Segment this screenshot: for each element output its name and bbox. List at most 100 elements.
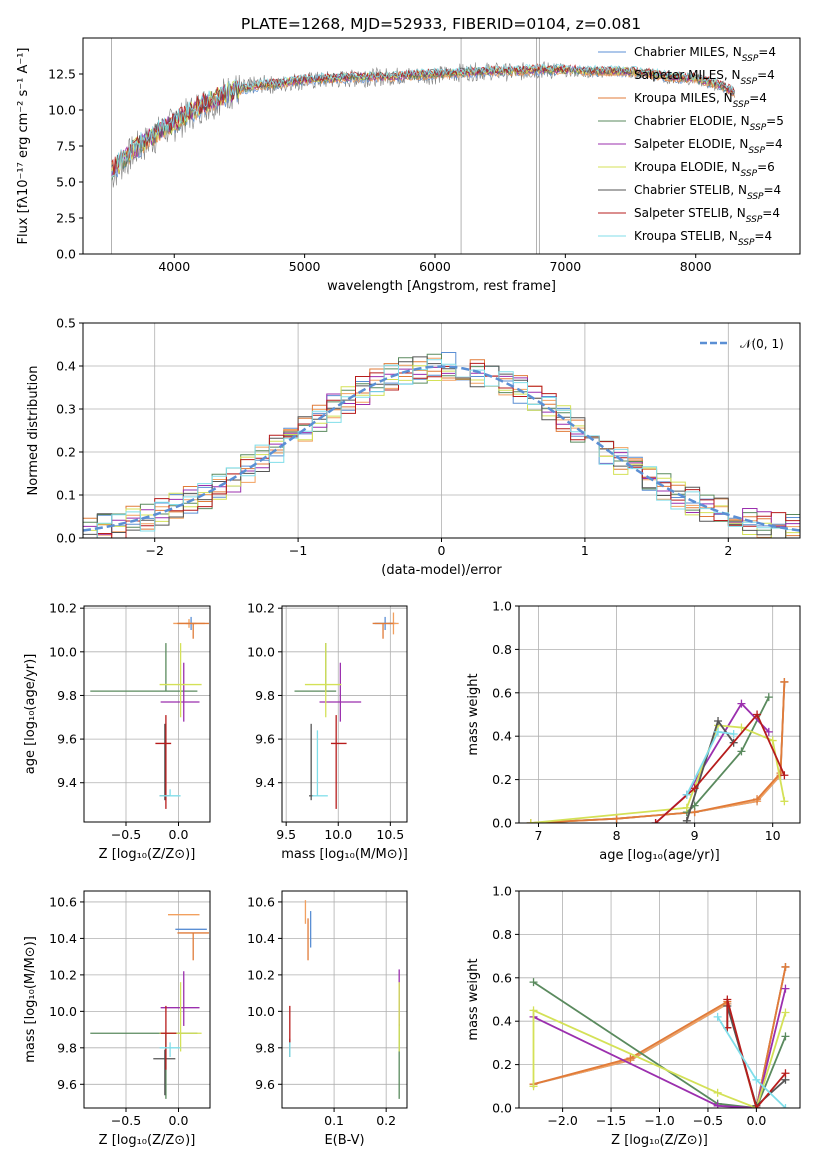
legend-label: Salpeter ELODIE, NSSP=4 (634, 137, 783, 156)
y-tick-label: 1.0 (492, 884, 512, 899)
weight-marker-5 (682, 803, 691, 812)
weight-line-7 (655, 712, 786, 823)
age-vs-metallicity-panel: −0.5 0.0 9.4 9.6 9.8 10.0 10.2 Z [log₁₀(Z/Z⊙)] a… (23, 601, 211, 862)
y-tick-label: 10.2 (247, 601, 275, 616)
age-vs-mass-panel: 9.5 10.0 10.5 9.4 9.6 9.8 10.0 10.2 mass [log₁₀(… (247, 601, 408, 862)
weight-marker-3 (781, 1032, 790, 1041)
model-spectrum-5 (111, 65, 735, 176)
weight-marker-8 (781, 1104, 790, 1108)
model-spectrum-8 (111, 62, 736, 178)
x-tick-label: 5000 (289, 259, 321, 274)
y-tick-label: 0.0 (492, 816, 512, 831)
x-tick-label: 0.1 (324, 1113, 344, 1128)
y-tick-label: 9.4 (57, 775, 77, 790)
weight-marker-5 (529, 1082, 538, 1091)
y-tick-label: 12.5 (48, 67, 76, 82)
plot-area (83, 352, 800, 538)
y-tick-label: 0.0 (56, 531, 76, 546)
legend-label: Chabrier STELIB, NSSP=4 (634, 183, 781, 202)
y-tick-label: 9.6 (57, 732, 77, 747)
mass-vs-metallicity-panel: −0.5 0.0 9.6 9.8 10.0 10.2 10.4 10.6 Z [log₁₀(Z/… (23, 890, 211, 1148)
x-tick-label: 6000 (419, 259, 451, 274)
legend-label: Chabrier MILES, NSSP=4 (634, 45, 776, 64)
x-tick-label: 9 (691, 828, 699, 843)
legend-label: Chabrier ELODIE, NSSP=5 (634, 114, 784, 133)
gridlines (282, 891, 407, 1108)
weight-marker-5 (768, 736, 777, 745)
x-tick-label: −2 (145, 543, 163, 558)
x-tick-label: −0.5 (111, 1113, 141, 1128)
y-tick-label: 10.2 (49, 601, 77, 616)
weight-marker-8 (752, 1075, 761, 1084)
y-tick-label: 0.8 (492, 927, 512, 942)
weight-marker-3 (764, 693, 773, 702)
residuals-legend: 𝒩(0, 1) (700, 337, 784, 351)
residuals-panel: −2 −1 0 1 2 0.0 0.1 0.2 0.3 0.4 0.5 (data-model)/er… (26, 316, 801, 578)
x-axis-label: Z [log₁₀(Z/Z⊙)] (611, 1133, 708, 1148)
y-tick-label: 10.4 (247, 931, 275, 946)
weight-marker-7 (753, 710, 762, 719)
weight-line-7 (726, 999, 787, 1108)
axes-frame (518, 605, 801, 824)
weight-marker-5 (713, 1088, 722, 1097)
weight-line-2 (530, 681, 786, 823)
weight-marker-5 (529, 1006, 538, 1015)
mass-vs-extinction-panel: 0.1 0.2 9.6 9.8 10.0 10.2 10.4 10.6 E(B-V) (247, 890, 408, 1148)
axes-frame (83, 605, 211, 823)
x-axis-label: age [log₁₀(age/yr)] (599, 848, 720, 863)
plot-area (294, 612, 399, 809)
y-tick-label: 9.6 (57, 1077, 77, 1092)
weight-marker-7 (651, 819, 660, 823)
legend-label: Salpeter STELIB, NSSP=4 (634, 206, 780, 225)
y-tick-label: 9.4 (255, 775, 275, 790)
x-tick-label: 9.5 (276, 827, 296, 842)
y-tick-label: 1.0 (492, 599, 512, 614)
model-spectrum-7 (111, 63, 736, 176)
axes-frame (281, 605, 408, 823)
plot-area (526, 677, 789, 823)
weight-marker-8 (729, 730, 738, 739)
y-tick-label: 9.8 (255, 1040, 275, 1055)
weight-marker-7 (781, 1069, 790, 1078)
gridlines (282, 606, 407, 822)
y-tick-label: 10.0 (48, 103, 76, 118)
x-tick-label: 2 (724, 543, 732, 558)
x-tick-label: 10 (765, 828, 781, 843)
y-tick-label: 0.4 (492, 1014, 512, 1029)
weight-marker-7 (723, 995, 732, 1004)
y-tick-label: 10.6 (49, 894, 77, 909)
x-tick-label: −1 (289, 543, 307, 558)
y-axis-label: Flux [fλ10⁻¹⁷ erg cm⁻² s⁻¹ A⁻¹] (16, 48, 31, 245)
x-axis-label: mass [log₁₀(M/M⊙)] (281, 847, 408, 862)
x-axis-label: Z [log₁₀(Z/Z⊙)] (99, 847, 196, 862)
x-axis-label: (data-model)/error (381, 563, 502, 578)
weight-marker-4 (781, 984, 790, 993)
gridlines (84, 606, 210, 822)
weight-marker-8 (714, 727, 723, 736)
y-tick-label: 10.0 (49, 644, 77, 659)
x-tick-label: 0 (438, 543, 446, 558)
x-tick-label: 1 (581, 543, 589, 558)
weight-marker-6 (682, 816, 691, 823)
x-tick-label: 0.0 (746, 1113, 766, 1128)
weight-marker-2 (780, 677, 789, 686)
histogram-8 (83, 359, 800, 538)
y-axis-label: mass weight (466, 673, 481, 755)
weight-marker-7 (690, 784, 699, 793)
y-tick-label: 10.4 (49, 931, 77, 946)
y-tick-label: 0.2 (492, 1057, 512, 1072)
y-tick-label: 9.6 (255, 732, 275, 747)
weight-marker-5 (780, 797, 789, 806)
x-tick-label: 8000 (680, 259, 712, 274)
weight-marker-3 (737, 747, 746, 756)
weight-marker-2 (753, 795, 762, 804)
x-tick-label: 8 (613, 828, 621, 843)
gridlines (519, 890, 800, 1109)
x-tick-label: 10.5 (376, 827, 404, 842)
spectrum-panel: 4000 5000 6000 7000 8000 0.0 2.5 5.0 7.5 10.0 12.5… (16, 37, 801, 294)
weight-marker-2 (781, 962, 790, 971)
plot-area (90, 914, 209, 1099)
weight-line-5 (530, 724, 786, 823)
x-tick-label: −2.0 (547, 1113, 577, 1128)
y-tick-label: 0.8 (492, 642, 512, 657)
